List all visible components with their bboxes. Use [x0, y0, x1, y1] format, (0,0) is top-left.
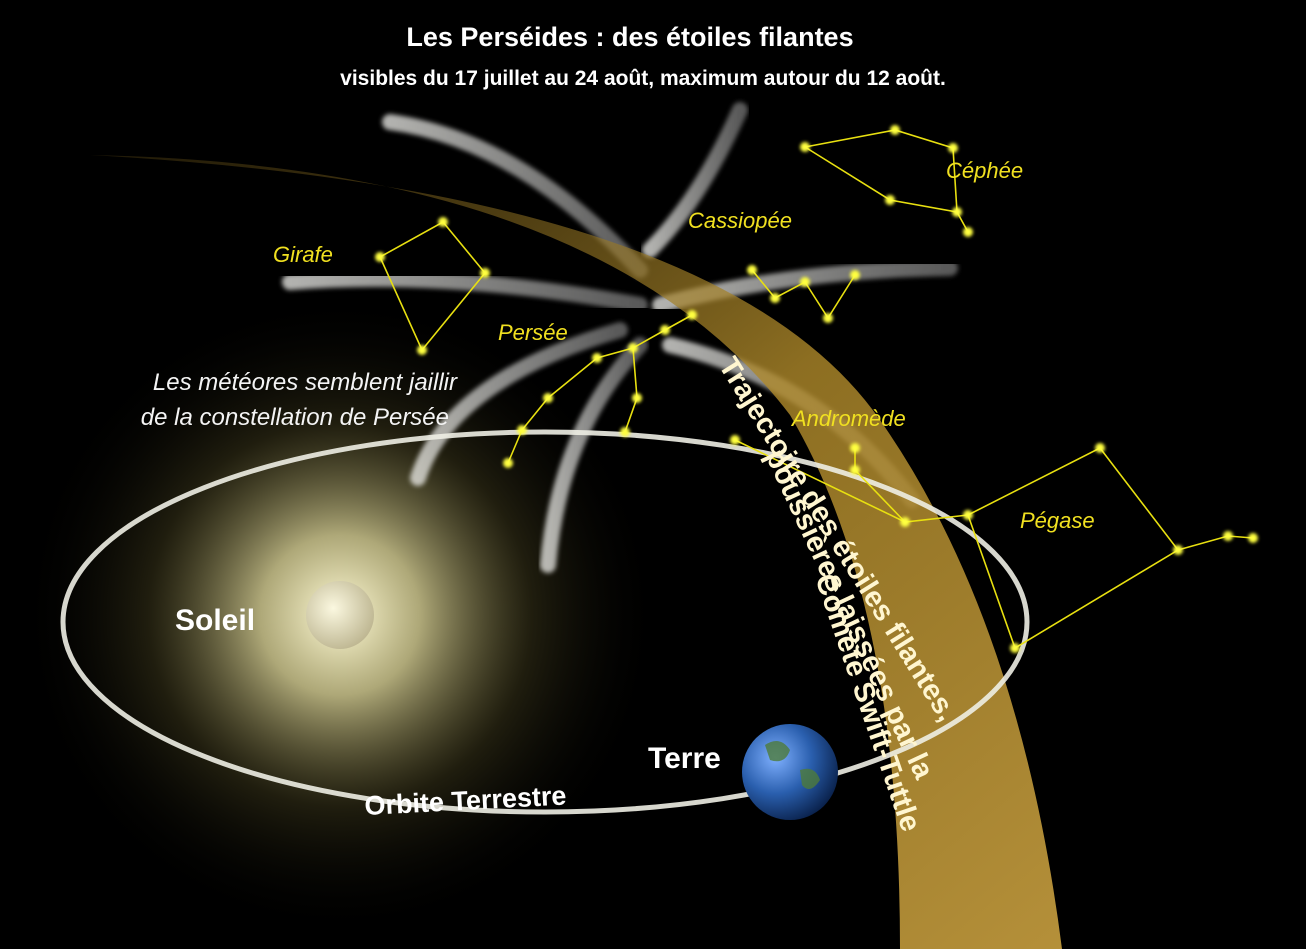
star: [1248, 533, 1258, 543]
star: [963, 510, 973, 520]
star: [1223, 531, 1233, 541]
annotation: de la constellation de Persée: [141, 404, 449, 431]
constellation-label: Girafe: [273, 242, 333, 267]
star: [660, 325, 670, 335]
earth: [742, 724, 838, 820]
constellation-label: Andromède: [790, 406, 906, 431]
star: [747, 265, 757, 275]
star: [850, 443, 860, 453]
diagram: Les Perséides : des étoiles filantes vis…: [0, 0, 1306, 949]
annotation: Les météores semblent jaillir: [153, 369, 458, 396]
star: [628, 343, 638, 353]
star: [823, 313, 833, 323]
star: [770, 293, 780, 303]
constellation-label: Persée: [498, 320, 568, 345]
star: [952, 207, 962, 217]
star: [687, 310, 697, 320]
star: [730, 435, 740, 445]
subtitle: visibles du 17 juillet au 24 août, maxim…: [340, 67, 946, 90]
star: [890, 125, 900, 135]
star: [620, 427, 630, 437]
star: [375, 252, 385, 262]
star: [900, 517, 910, 527]
star: [417, 345, 427, 355]
star: [592, 353, 602, 363]
star: [438, 217, 448, 227]
star: [1095, 443, 1105, 453]
star: [948, 143, 958, 153]
title: Les Perséides : des étoiles filantes: [406, 22, 853, 52]
constellation-label: Céphée: [946, 158, 1023, 183]
star: [800, 142, 810, 152]
earth-label: Terre: [648, 742, 721, 775]
star: [885, 195, 895, 205]
constellation-label: Cassiopée: [688, 208, 792, 233]
star: [963, 227, 973, 237]
constellation-label: Pégase: [1020, 508, 1095, 533]
star: [800, 277, 810, 287]
sun-label: Soleil: [175, 604, 255, 637]
star: [632, 393, 642, 403]
star: [517, 425, 527, 435]
star: [503, 458, 513, 468]
star: [1173, 545, 1183, 555]
star: [543, 393, 553, 403]
sun: [306, 581, 374, 649]
star: [480, 268, 490, 278]
star: [1010, 643, 1020, 653]
star: [850, 465, 860, 475]
star: [850, 270, 860, 280]
